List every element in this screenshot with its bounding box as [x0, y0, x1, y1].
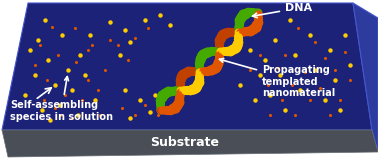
Polygon shape — [353, 3, 378, 152]
Polygon shape — [2, 3, 372, 130]
Polygon shape — [2, 130, 378, 157]
Text: Propagating
templated
nanomaterial: Propagating templated nanomaterial — [220, 58, 335, 98]
Text: DNA: DNA — [253, 3, 312, 18]
Text: Self-assembling
species in solution: Self-assembling species in solution — [10, 77, 113, 122]
Text: Substrate: Substrate — [150, 137, 220, 150]
